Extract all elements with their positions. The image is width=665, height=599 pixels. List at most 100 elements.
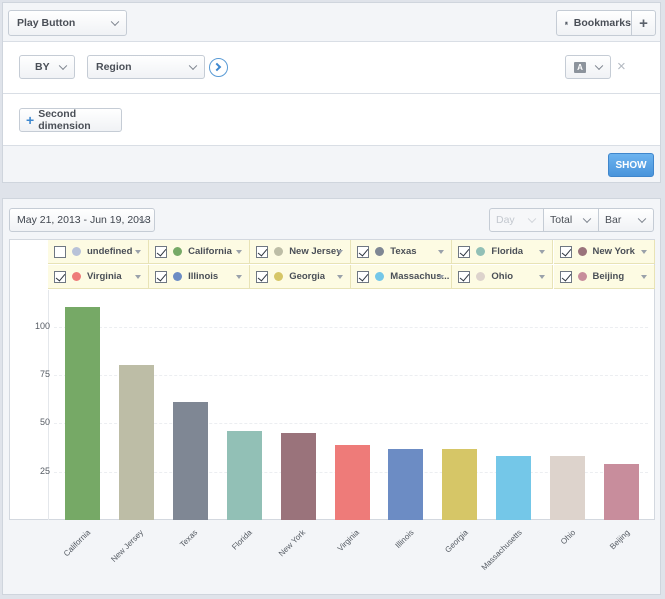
bookmarks-label: Bookmarks — [573, 17, 631, 29]
region-dropdown[interactable]: Region — [87, 55, 205, 79]
legend-item[interactable]: undefined — [48, 240, 150, 264]
legend-color-swatch — [577, 247, 587, 256]
legend-color-swatch — [274, 272, 284, 281]
legend-checkbox[interactable] — [458, 245, 471, 258]
chevron-down-icon — [637, 214, 647, 224]
query-panel: Play Button Bookmarks + BY Region A × + … — [2, 2, 661, 183]
x-tick-label: Illinois — [393, 528, 416, 551]
bar-beijing[interactable] — [604, 463, 639, 520]
bar-georgia[interactable] — [442, 448, 478, 520]
bar-illinois[interactable] — [388, 448, 424, 520]
legend-color-swatch — [72, 272, 81, 281]
value-type-dropdown[interactable]: A — [565, 55, 611, 79]
chevron-down-icon — [582, 214, 592, 224]
x-tick-label: New Jersey — [109, 528, 146, 564]
legend-item[interactable]: Texas — [351, 240, 453, 264]
legend-color-swatch — [274, 247, 284, 256]
by-dropdown[interactable]: BY — [19, 55, 75, 79]
legend-color-swatch — [476, 272, 486, 281]
play-button-dropdown[interactable]: Play Button — [8, 10, 127, 36]
legend-color-swatch — [173, 247, 183, 256]
legend-checkbox[interactable] — [357, 270, 370, 283]
bar-massachusetts[interactable] — [496, 456, 532, 520]
show-button[interactable]: SHOW — [608, 153, 654, 177]
legend-item[interactable]: Massachus... — [351, 265, 453, 289]
legend-menu-icon[interactable] — [640, 275, 647, 279]
show-label: SHOW — [615, 159, 647, 171]
legend-menu-icon[interactable] — [539, 275, 546, 279]
legend-color-swatch — [72, 247, 81, 256]
legend-item[interactable]: California — [149, 240, 251, 264]
legend-checkbox[interactable] — [559, 245, 572, 258]
bar-california[interactable] — [65, 307, 100, 520]
legend-menu-icon[interactable] — [438, 250, 445, 254]
legend-checkbox[interactable] — [54, 245, 66, 258]
legend-label: California — [188, 246, 232, 257]
legend-item[interactable]: Virginia — [48, 265, 150, 289]
legend-checkbox[interactable] — [54, 270, 66, 283]
divider — [3, 41, 660, 42]
plus-icon: + — [639, 14, 648, 32]
chart-type-dropdown[interactable]: Bar — [598, 208, 654, 232]
bookmarks-button[interactable]: Bookmarks — [556, 10, 632, 36]
legend-item[interactable]: Beijing — [553, 265, 655, 289]
legend-label: New Jersey — [289, 246, 342, 257]
x-tick-label: Texas — [178, 528, 200, 550]
chevron-down-icon — [58, 61, 68, 71]
date-range-dropdown[interactable]: May 21, 2013 - Jun 19, 2013 — [9, 208, 155, 232]
legend-checkbox[interactable] — [155, 270, 168, 283]
bar-ohio[interactable] — [550, 456, 586, 520]
go-arrow-button[interactable] — [209, 58, 228, 77]
second-dimension-label: Second dimension — [38, 108, 91, 132]
add-bookmark-button[interactable]: + — [631, 10, 656, 36]
chevron-down-icon — [110, 17, 120, 27]
plot-area: 100 75 50 25 — [10, 240, 656, 521]
close-icon[interactable]: × — [617, 58, 626, 75]
legend-checkbox[interactable] — [357, 245, 370, 258]
legend-color-swatch — [577, 272, 587, 281]
legend-menu-icon[interactable] — [236, 275, 243, 279]
bookmark-icon — [565, 21, 568, 25]
legend-menu-icon[interactable] — [438, 275, 445, 279]
chart-area: undefined California New Jersey Texas Florid… — [9, 239, 655, 520]
legend-color-swatch — [173, 272, 183, 281]
plus-icon: + — [26, 112, 35, 128]
bar-virginia[interactable] — [334, 444, 370, 520]
legend-item[interactable]: Illinois — [149, 265, 251, 289]
bar-florida[interactable] — [226, 431, 262, 520]
legend-color-swatch — [476, 247, 486, 256]
legend-checkbox[interactable] — [256, 245, 269, 258]
legend-label: Beijing — [592, 271, 625, 282]
x-tick-label: Ohio — [558, 528, 577, 547]
legend-color-swatch — [375, 247, 385, 256]
legend-item[interactable]: Georgia — [250, 265, 352, 289]
legend-menu-icon[interactable] — [640, 250, 647, 254]
legend-checkbox[interactable] — [458, 270, 471, 283]
legend-checkbox[interactable] — [256, 270, 269, 283]
legend-menu-icon[interactable] — [135, 275, 142, 279]
chevron-down-icon — [594, 61, 604, 71]
legend-label: Virginia — [87, 271, 122, 282]
legend-menu-icon[interactable] — [337, 250, 344, 254]
metric-dropdown[interactable]: Total — [543, 208, 599, 232]
legend-menu-icon[interactable] — [539, 250, 546, 254]
legend-item[interactable]: New Jersey — [250, 240, 352, 264]
second-dimension-button[interactable]: + Second dimension — [19, 108, 122, 132]
legend-label: Massachus... — [390, 271, 450, 282]
bar-new-york[interactable] — [280, 433, 316, 520]
interval-dropdown[interactable]: Day — [489, 208, 544, 232]
legend-menu-icon[interactable] — [135, 250, 142, 254]
legend-label: Georgia — [289, 271, 326, 282]
bar-new-jersey[interactable] — [118, 365, 154, 520]
legend-menu-icon[interactable] — [337, 275, 344, 279]
legend-color-swatch — [375, 272, 385, 281]
legend-item[interactable]: Ohio — [452, 265, 554, 289]
legend-menu-icon[interactable] — [236, 250, 243, 254]
legend-checkbox[interactable] — [155, 245, 168, 258]
x-tick-label: Beijing — [607, 528, 631, 552]
legend-item[interactable]: New York — [553, 240, 655, 264]
legend-checkbox[interactable] — [559, 270, 572, 283]
bar-texas[interactable] — [172, 402, 208, 520]
y-tick-label: 25 — [39, 465, 50, 476]
legend-item[interactable]: Florida — [452, 240, 554, 264]
